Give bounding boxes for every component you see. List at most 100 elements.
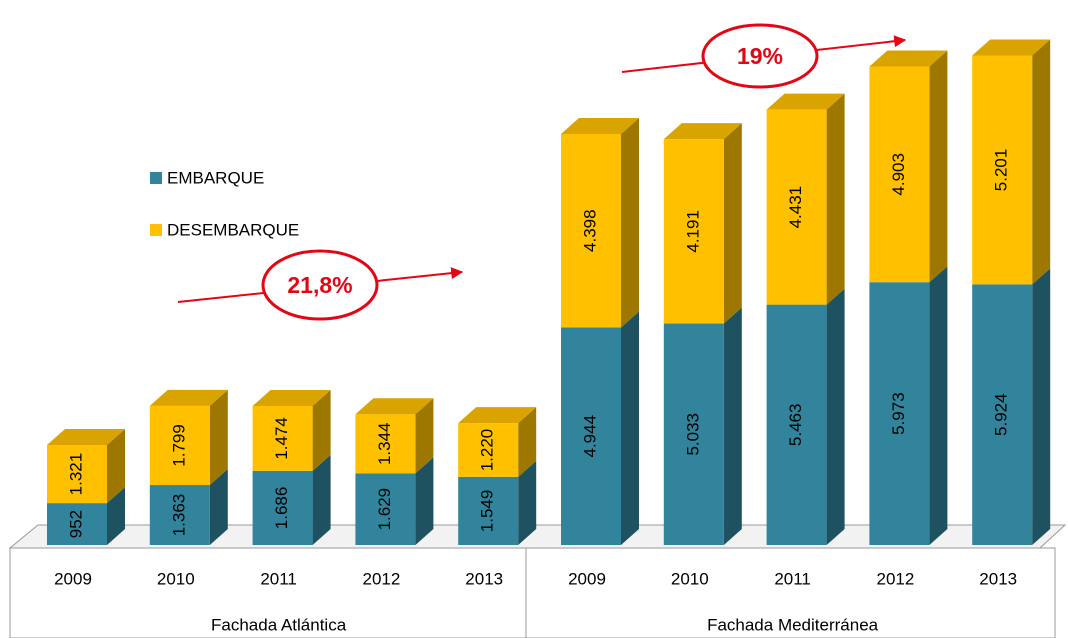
value-label: 5.033 — [683, 413, 702, 456]
value-label: 1.220 — [478, 429, 497, 472]
bar-side — [518, 460, 537, 545]
bar-side — [826, 288, 845, 545]
x-tick-label: 2012 — [362, 569, 400, 588]
bar-front — [355, 473, 416, 545]
x-tick-label: 2013 — [465, 569, 503, 588]
bar-front — [355, 414, 416, 474]
x-tick-label: 2010 — [671, 569, 709, 588]
bar-top — [47, 428, 125, 445]
bar-side — [107, 428, 125, 504]
bar-segment — [149, 389, 228, 486]
bar-segment — [663, 307, 742, 545]
bar-front — [47, 444, 107, 504]
bar-top — [766, 93, 845, 110]
bar-side — [312, 389, 331, 471]
bar-side — [107, 487, 125, 545]
bar-segment — [561, 311, 639, 545]
bar-front — [149, 485, 210, 545]
value-label: 1.686 — [272, 487, 291, 530]
value-label: 1.363 — [169, 494, 188, 537]
legend-label: EMBARQUE — [167, 168, 264, 187]
bar-front — [252, 405, 313, 471]
bar-side — [826, 93, 845, 305]
bar-side — [415, 457, 434, 545]
value-label: 1.629 — [375, 488, 394, 531]
annotation: 21,8% — [287, 272, 352, 298]
legend-swatch — [150, 172, 162, 184]
x-tick-label: 2011 — [260, 569, 297, 588]
bar-top — [663, 123, 742, 140]
value-label: 5.924 — [992, 393, 1011, 436]
bar-segment — [663, 123, 742, 324]
bar-side — [929, 266, 948, 545]
value-label: 4.191 — [683, 210, 702, 253]
bar-segment — [355, 398, 434, 474]
value-label: 1.344 — [375, 422, 394, 465]
value-label: 1.321 — [66, 453, 85, 496]
value-label: 4.903 — [889, 153, 908, 196]
annotation-ellipse — [701, 23, 819, 89]
value-label: 5.973 — [889, 392, 908, 435]
bar-front — [561, 133, 621, 328]
x-tick-label: 2011 — [774, 569, 811, 588]
bar-segment — [869, 50, 948, 283]
bar-segment — [561, 117, 639, 328]
bar-front — [458, 476, 519, 545]
bar-front — [149, 405, 210, 486]
group-label: Fachada Mediterránea — [707, 615, 879, 634]
bar-segment — [355, 457, 434, 545]
bar-top — [252, 389, 331, 406]
bar-front — [869, 282, 930, 545]
bar-side — [209, 469, 228, 545]
legend-label: DESEMBARQUE — [167, 220, 299, 239]
bar-top — [972, 39, 1051, 56]
bar-top — [355, 398, 434, 415]
bar-side — [929, 50, 948, 283]
bar-top — [149, 389, 228, 406]
bar-top — [458, 407, 537, 424]
bar-front — [458, 423, 519, 477]
bar-front — [561, 327, 621, 545]
legend-swatch — [150, 224, 162, 236]
group-label: Fachada Atlántica — [211, 615, 347, 634]
bar-front — [972, 284, 1033, 545]
bar-side — [415, 398, 434, 474]
bar-top — [869, 50, 948, 67]
bar-segment — [47, 428, 125, 504]
bar-segment — [47, 487, 125, 545]
x-tick-label: 2009 — [54, 569, 92, 588]
bar-segment — [252, 454, 331, 545]
annotation: 19% — [737, 43, 783, 69]
value-label: 4.398 — [580, 209, 599, 252]
bar-segment — [458, 460, 537, 545]
bar-segment — [766, 93, 845, 305]
bar-side — [723, 123, 742, 324]
value-label: 1.474 — [272, 417, 291, 460]
bar-segment — [149, 469, 228, 545]
bar-segment — [869, 266, 948, 545]
x-tick-label: 2012 — [876, 569, 914, 588]
value-label: 4.944 — [580, 415, 599, 458]
x-tick-label: 2010 — [157, 569, 195, 588]
bar-front — [47, 503, 107, 545]
bar-front — [869, 66, 930, 283]
bar-segment — [972, 39, 1051, 285]
value-label: 1.549 — [478, 490, 497, 533]
bar-front — [766, 304, 827, 545]
value-label: 952 — [66, 510, 85, 538]
bar-segment — [458, 407, 537, 477]
bar-segment — [252, 389, 331, 471]
value-label: 5.463 — [786, 404, 805, 447]
x-tick-label: 2009 — [568, 569, 606, 588]
bar-side — [518, 407, 537, 477]
bar-side — [209, 389, 228, 486]
bar-side — [621, 311, 639, 545]
bar-side — [1032, 268, 1051, 545]
bar-front — [663, 323, 724, 545]
bar-segment — [972, 268, 1051, 545]
value-label: 1.799 — [169, 424, 188, 467]
bar-segment — [766, 288, 845, 545]
bar-front — [766, 109, 827, 305]
bar-front — [972, 55, 1033, 285]
